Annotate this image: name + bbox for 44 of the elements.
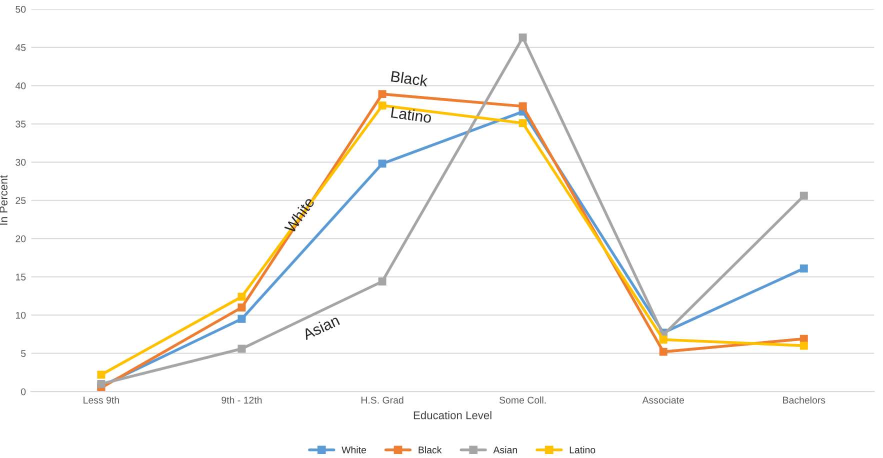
x-tick-label: Some Coll.: [499, 396, 546, 404]
point: [518, 119, 527, 128]
point: [97, 370, 106, 379]
point: [659, 348, 668, 356]
x-tick-label: H.S. Grad: [361, 396, 404, 404]
point: [518, 33, 527, 42]
point: [238, 292, 246, 301]
annotation: Asian: [302, 314, 340, 340]
point: [238, 344, 246, 353]
y-tick-label: 0: [21, 388, 26, 396]
point: [378, 102, 386, 110]
y-tick-label: 15: [16, 274, 26, 280]
x-tick-label: Bachelors: [783, 396, 826, 404]
point: [378, 160, 386, 168]
point: [97, 380, 106, 388]
legend-label: Latino: [570, 446, 596, 454]
y-tick-label: 35: [16, 120, 26, 128]
point: [800, 192, 808, 200]
x-tick-label: 9th - 12th: [222, 396, 262, 404]
y-axis-title: In Percent: [0, 175, 8, 225]
x-tick-label: Associate: [642, 396, 684, 404]
y-tick-label: 5: [21, 350, 26, 357]
y-tick-label: 45: [15, 44, 26, 52]
annotation: Black: [390, 70, 428, 87]
point: [800, 264, 808, 272]
annotation: Latino: [390, 106, 432, 124]
point: [378, 277, 386, 286]
point: [518, 102, 527, 110]
x-axis-title: Education Level: [414, 411, 492, 420]
y-tick-label: 30: [16, 158, 26, 166]
x-tick-label: Less 9th: [84, 396, 119, 404]
point: [800, 342, 808, 350]
y-tick-label: 10: [16, 312, 26, 319]
point: [659, 336, 668, 344]
legend-label: Black: [418, 446, 442, 454]
point: [238, 314, 246, 323]
point: [238, 303, 246, 312]
y-tick-label: 50: [16, 6, 26, 13]
y-tick-label: 25: [16, 197, 26, 204]
legend-label: Asian: [493, 446, 517, 454]
y-tick-label: 40: [15, 82, 26, 90]
legend-label: White: [342, 446, 366, 454]
y-tick-label: 20: [16, 235, 26, 242]
point: [378, 90, 386, 98]
